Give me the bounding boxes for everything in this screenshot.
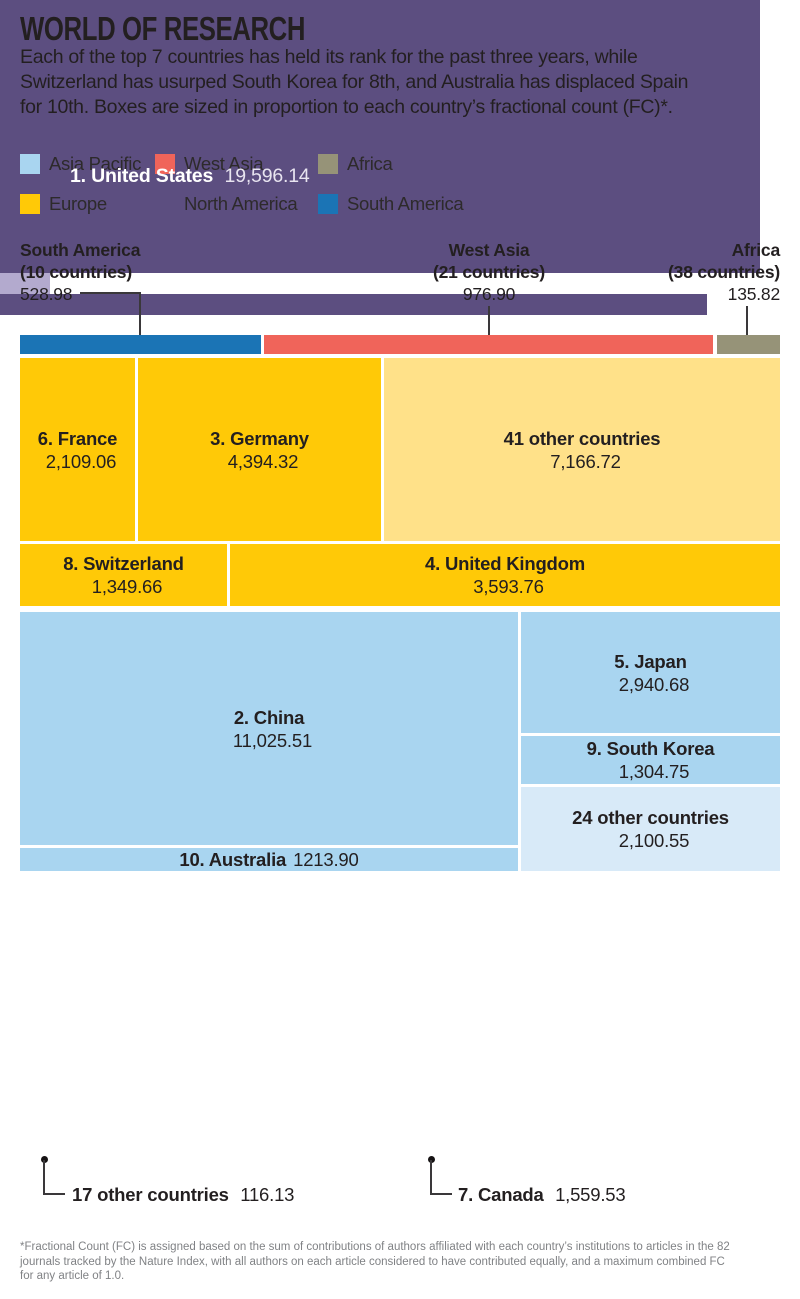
legend-label: Africa — [347, 152, 393, 174]
callout-south-america: South America (10 countries) 528.98 — [20, 239, 140, 305]
treemap-box-germany: 3. Germany 4,394.32 — [138, 358, 381, 541]
legend-item-west-asia: West Asia — [155, 152, 264, 174]
legend-item-north-america: North America — [155, 192, 298, 214]
legend-label: West Asia — [184, 152, 264, 174]
leader-dot-na-others — [41, 1156, 48, 1163]
united-states-label: 1. United States 19,596.14 — [70, 165, 310, 188]
callout-west-asia: West Asia (21 countries) 976.90 — [389, 239, 589, 305]
bar-segment-africa — [717, 335, 780, 354]
callout-region-value: 528.98 — [20, 284, 73, 304]
legend-label: South America — [347, 192, 464, 214]
legend-item-europe: Europe — [20, 193, 107, 214]
treemap-box-asia-pacific-others: 24 other countries 2,100.55 — [521, 787, 780, 871]
legend-swatch-europe — [20, 193, 40, 214]
callout-region-value: 135.82 — [727, 284, 781, 304]
treemap-box-united-kingdom: 4. United Kingdom 3,593.76 — [230, 544, 780, 606]
box-name: 24 other countries — [572, 807, 729, 828]
treemap-box-canada — [0, 294, 707, 315]
box-value: 4,394.32 — [227, 450, 299, 472]
label-canada: 7. Canada 1,559.53 — [458, 1183, 626, 1206]
callout-region-value: 976.90 — [462, 284, 516, 304]
bar-segment-west-asia — [264, 335, 713, 354]
bar-segment-south-america — [20, 335, 261, 354]
treemap-box-china: 2. China 11,025.51 — [20, 612, 518, 845]
leader-dot-canada — [428, 1156, 435, 1163]
leader-line-west-asia — [488, 306, 490, 344]
leader-line-canada — [430, 1160, 432, 1195]
subtitle-line: Each of the top 7 countries has held its… — [20, 46, 638, 68]
box-name: 8. Switzerland — [63, 553, 184, 574]
leader-line-south-america — [139, 292, 141, 344]
callout-region-note: (21 countries) — [433, 262, 545, 282]
box-name: 9. South Korea — [586, 738, 715, 759]
footnote-line: journals tracked by the Nature Index, wi… — [20, 1255, 725, 1268]
treemap-box-united-states: 1. United States 19,596.14 — [0, 0, 760, 273]
legend-swatch-north-america — [155, 193, 175, 214]
box-name: 2. China — [233, 706, 305, 728]
box-name: 17 other countries — [72, 1184, 229, 1205]
legend-swatch-asia-pacific — [20, 153, 40, 174]
treemap-box-australia: 10. Australia 1213.90 — [20, 848, 518, 871]
box-name: 6. France — [37, 427, 118, 449]
box-name: 7. Canada — [458, 1184, 544, 1205]
leader-line-canada — [430, 1193, 452, 1195]
footnote: *Fractional Count (FC) is assigned based… — [20, 1240, 785, 1284]
box-value: 1,304.75 — [618, 761, 690, 782]
callout-region-name: West Asia — [448, 240, 530, 260]
legend-item-south-america: South America — [318, 192, 464, 214]
box-name: 10. Australia — [179, 849, 287, 870]
leader-line-africa — [746, 306, 748, 344]
box-value: 11,025.51 — [232, 729, 313, 751]
callout-africa: Africa (38 countries) 135.82 — [620, 239, 780, 305]
callout-region-note: (38 countries) — [668, 262, 780, 282]
box-value: 116.13 — [240, 1184, 295, 1205]
legend-swatch-africa — [318, 153, 338, 174]
footnote-line: for any article of 1.0. — [20, 1270, 125, 1282]
box-value: 19,596.14 — [224, 165, 310, 187]
treemap-box-france: 6. France 2,109.06 — [20, 358, 135, 541]
treemap-box-europe-others: 41 other countries 7,166.72 — [384, 358, 780, 541]
box-name: 3. Germany — [210, 427, 309, 449]
leader-line-na-others — [43, 1193, 65, 1195]
leader-line-na-others — [43, 1160, 45, 1195]
box-value: 3,593.76 — [473, 576, 544, 597]
box-name: 1. United States — [70, 165, 214, 187]
box-value: 2,100.55 — [618, 830, 690, 851]
subtitle-line: for 10th. Boxes are sized in proportion … — [20, 96, 673, 118]
callout-region-note: (10 countries) — [20, 262, 132, 282]
legend-item-asia-pacific: Asia Pacific — [20, 153, 141, 174]
legend-label: North America — [184, 192, 298, 214]
legend-label: Asia Pacific — [49, 152, 142, 174]
treemap-box-south-korea: 9. South Korea 1,304.75 — [521, 736, 780, 784]
treemap-box-north-america-others — [0, 273, 50, 294]
legend-swatch-south-america — [318, 193, 338, 214]
legend-swatch-west-asia — [155, 153, 175, 174]
subtitle-line: Switzerland has usurped South Korea for … — [20, 71, 689, 93]
legend-item-africa: Africa — [318, 153, 393, 174]
box-name: 5. Japan — [614, 650, 687, 672]
legend-label: Europe — [49, 192, 107, 214]
box-name: 4. United Kingdom — [424, 553, 585, 574]
subtitle: Each of the top 7 countries has held its… — [20, 45, 689, 120]
treemap-box-switzerland: 8. Switzerland 1,349.66 — [20, 544, 227, 606]
box-value: 1,559.53 — [555, 1184, 626, 1205]
box-value: 1,349.66 — [91, 576, 163, 597]
label-north-america-others: 17 other countries 116.13 — [72, 1183, 294, 1206]
callout-region-name: Africa — [731, 240, 781, 260]
page-title: WORLD OF RESEARCH — [20, 10, 306, 47]
footnote-line: *Fractional Count (FC) is assigned based… — [20, 1241, 730, 1253]
box-value: 7,166.72 — [550, 450, 621, 472]
box-value: 1213.90 — [293, 849, 359, 870]
box-name: 41 other countries — [503, 427, 661, 449]
treemap-box-japan: 5. Japan 2,940.68 — [521, 612, 780, 733]
callout-region-name: South America — [20, 240, 141, 260]
box-value: 2,940.68 — [618, 673, 690, 695]
box-value: 2,109.06 — [45, 450, 117, 472]
leader-line-south-america — [80, 292, 141, 294]
